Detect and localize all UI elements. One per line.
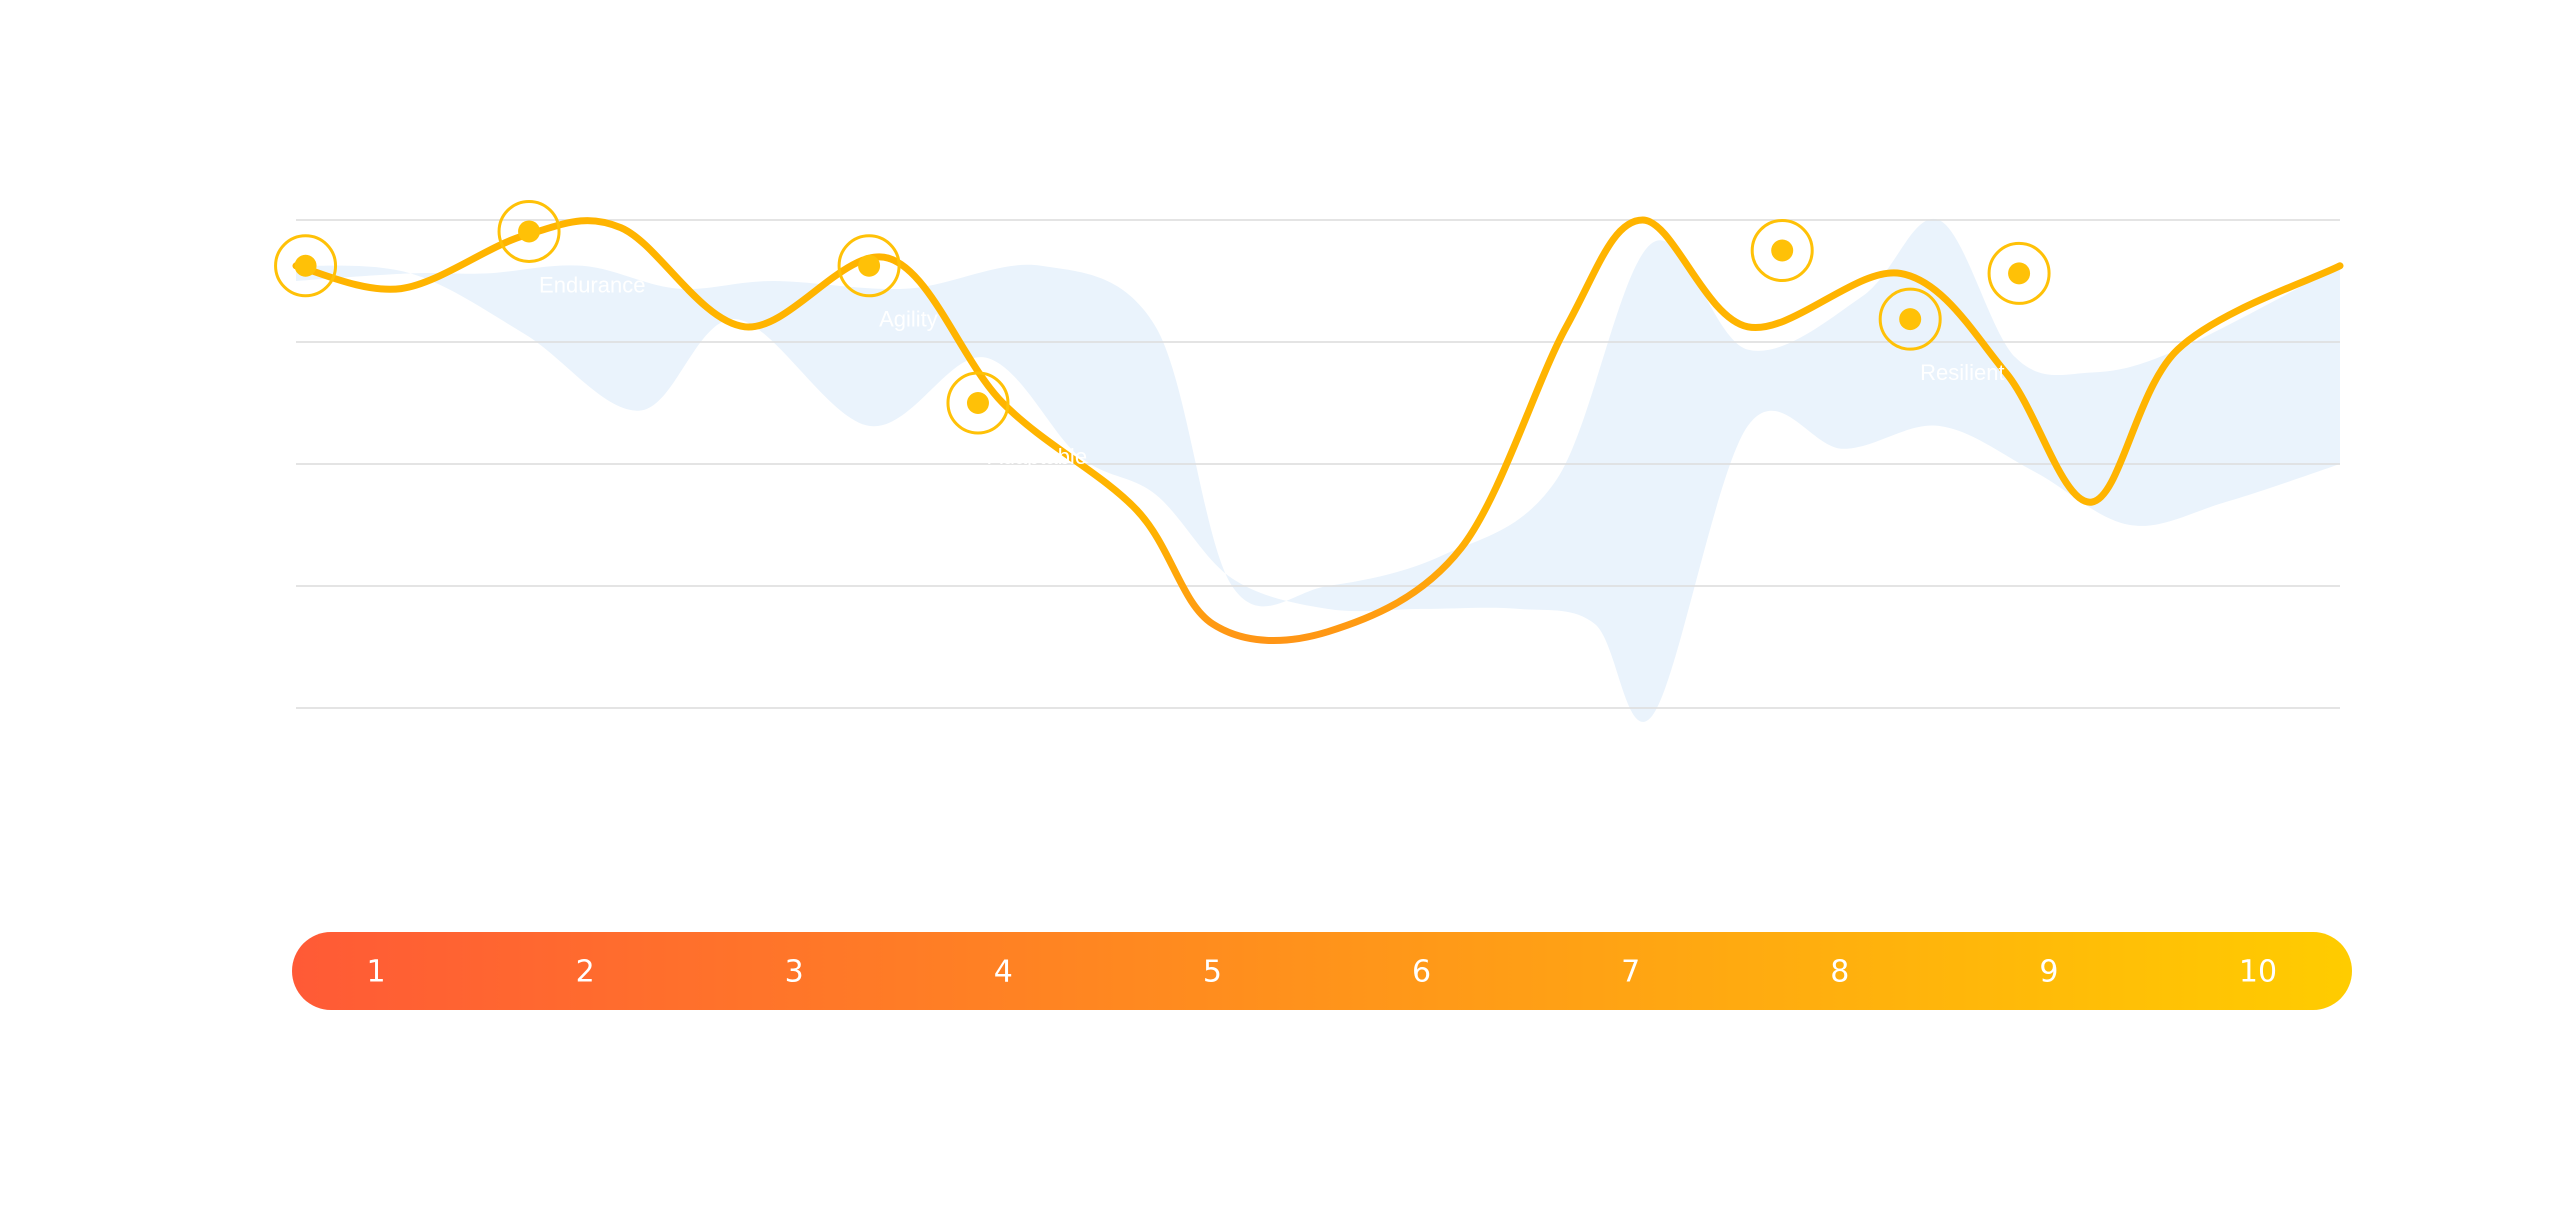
confidence-band-layer (296, 218, 2340, 722)
confidence-band (296, 218, 2340, 722)
point-ring (946, 371, 1010, 435)
point-dot (518, 220, 541, 243)
scale-tick-label: 5 (1203, 955, 1222, 990)
scale-bar-fill (292, 932, 2352, 1010)
point-ring (1750, 219, 1814, 282)
scale-tick-label: 8 (1830, 955, 1849, 990)
scale-tick-label: 6 (1412, 955, 1431, 990)
point-label: Resilient (1920, 360, 2004, 385)
point-label: Bias to Action (316, 307, 449, 332)
point-ring (274, 234, 338, 298)
scale-tick-label: 9 (2039, 955, 2058, 990)
point-dot (966, 392, 989, 414)
point-ring (497, 199, 561, 263)
point-label: Endurance (539, 272, 645, 297)
point-ring (1987, 241, 2051, 305)
point-ring (1878, 287, 1942, 351)
scale-tick-label: 4 (994, 955, 1013, 990)
point-dot (294, 254, 317, 277)
point-dot (2008, 262, 2031, 285)
point-layer: Bias to Action Endurance Agility Adaptable R… (274, 199, 2051, 469)
scale-tick-label: 2 (576, 955, 595, 990)
point-dot (1771, 239, 1794, 262)
scale-tick-label: 7 (1621, 955, 1640, 990)
line-layer (292, 216, 2344, 645)
point-ring (837, 234, 901, 298)
grid-layer (296, 219, 2340, 709)
point-dot (1899, 308, 1922, 331)
scale-tick-label: 1 (366, 955, 385, 990)
main-line (292, 216, 2344, 645)
scale-tick-label: 3 (785, 955, 804, 990)
scale-tick-label: 10 (2239, 955, 2277, 990)
point-label: Agility (879, 307, 938, 332)
point-label: Adaptable (988, 444, 1087, 469)
point-dot (858, 254, 881, 277)
scale-bar: 1 2 3 4 5 6 7 8 9 10 (292, 932, 2352, 1010)
